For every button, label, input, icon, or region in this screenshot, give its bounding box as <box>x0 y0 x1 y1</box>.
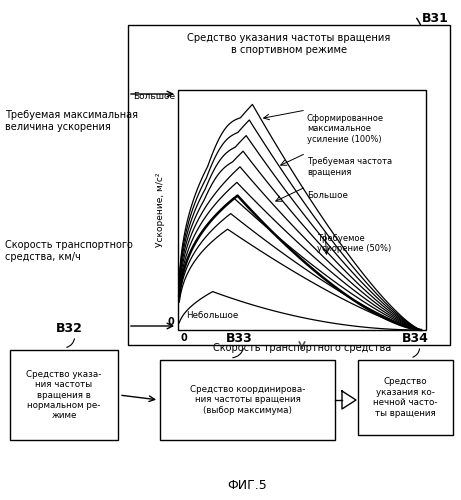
Text: Большое: Большое <box>133 92 175 101</box>
Bar <box>358 360 453 435</box>
Bar <box>128 25 450 345</box>
Text: B31: B31 <box>421 12 449 25</box>
Bar <box>10 350 118 440</box>
Text: Скорость транспортного
средства, км/ч: Скорость транспортного средства, км/ч <box>5 240 133 262</box>
Text: Требуемая частота
вращения: Требуемая частота вращения <box>307 157 392 176</box>
Text: Средство координирова-
ния частоты вращения
(выбор максимума): Средство координирова- ния частоты враще… <box>190 385 305 415</box>
Text: Требуемая максимальная
величина ускорения: Требуемая максимальная величина ускорени… <box>5 110 138 132</box>
Text: 0: 0 <box>167 317 174 327</box>
Text: Сформированное
максимальное
усиление (100%): Сформированное максимальное усиление (10… <box>307 114 384 144</box>
Text: B33: B33 <box>225 332 252 344</box>
Text: ФИГ.5: ФИГ.5 <box>228 479 267 492</box>
Text: Ускорение, м/с²: Ускорение, м/с² <box>155 173 165 247</box>
Text: Скорость транспортного средства: Скорость транспортного средства <box>213 343 391 353</box>
Text: B34: B34 <box>402 332 428 344</box>
Text: Средство указа-
ния частоты
вращения в
нормальном ре-
жиме: Средство указа- ния частоты вращения в н… <box>26 370 102 420</box>
Text: 0: 0 <box>180 333 187 343</box>
Bar <box>178 90 426 330</box>
Text: Средство
указания ко-
нечной часто-
ты вращения: Средство указания ко- нечной часто- ты в… <box>373 378 438 418</box>
Text: Большое: Большое <box>307 191 348 200</box>
Bar <box>160 360 335 440</box>
FancyArrowPatch shape <box>417 18 423 53</box>
Text: Небольшое: Небольшое <box>186 311 238 320</box>
Text: Средство указания частоты вращения
в спортивном режиме: Средство указания частоты вращения в спо… <box>187 33 390 54</box>
Text: Требуемое
ускорение (50%): Требуемое ускорение (50%) <box>317 234 391 254</box>
Text: B32: B32 <box>56 322 83 334</box>
